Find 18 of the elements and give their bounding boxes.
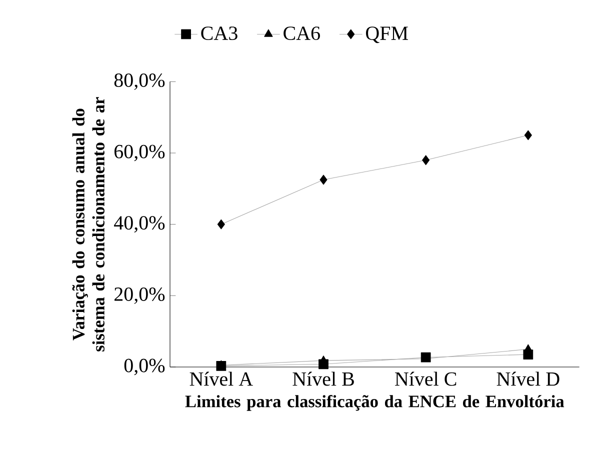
x-tick-label: Nível A <box>190 372 253 386</box>
y-tick-label: 0,0% <box>124 358 165 376</box>
x-tick-label: Nível C <box>395 372 456 386</box>
x-axis-title: Limites para classificação da ENCE de Envoltória <box>185 394 564 411</box>
point <box>320 174 328 185</box>
y-tick-label: 20,0% <box>114 287 165 304</box>
legend-label: CA6 <box>284 26 320 40</box>
y-tick-label: 40,0% <box>114 216 165 233</box>
x-tick-label: Nível B <box>292 372 354 386</box>
point <box>524 130 532 140</box>
legend-label: QFM <box>366 26 408 44</box>
y-tick-label: 60,0% <box>114 144 165 162</box>
point <box>422 155 430 166</box>
legend-label: CA3 <box>201 26 238 40</box>
y-tick-label: 80,0% <box>114 73 165 90</box>
point <box>217 219 225 230</box>
y-axis-title: Variação do consumo anual do sistema de condicionamento de ar <box>72 97 104 352</box>
x-tick-label: Nível D <box>496 372 560 386</box>
